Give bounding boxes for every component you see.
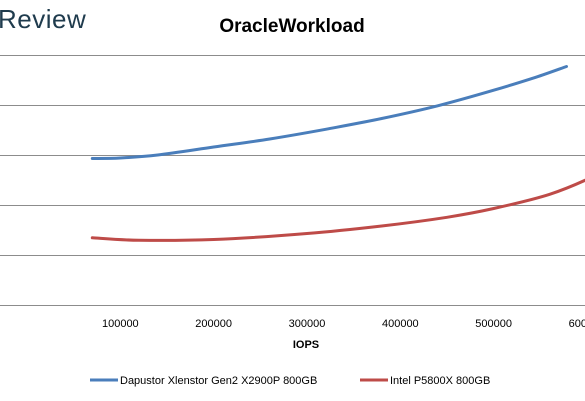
x-tick-label-3: 400000 [382,318,419,330]
x-axis-ticks: 1000002000003000004000005000006000007000… [102,318,585,330]
brand-wordmark: Review [0,4,87,34]
x-tick-label-0: 100000 [102,318,139,330]
plot-area [90,65,585,242]
series-line-1 [90,178,585,242]
x-tick-label-2: 300000 [289,318,326,330]
x-axis-label: IOPS [293,339,319,351]
series-line-0 [90,65,568,160]
chart-title: OracleWorkload [219,16,364,37]
x-tick-label-5: 600000 [569,318,585,330]
legend-label-1: Intel P5800X 800GB [390,375,490,387]
gridlines [0,55,585,306]
x-tick-label-4: 500000 [475,318,512,330]
legend-label-0: Dapustor Xlenstor Gen2 X2900P 800GB [120,375,317,387]
x-tick-label-1: 200000 [195,318,232,330]
legend: Dapustor Xlenstor Gen2 X2900P 800GB Intel… [90,375,490,387]
